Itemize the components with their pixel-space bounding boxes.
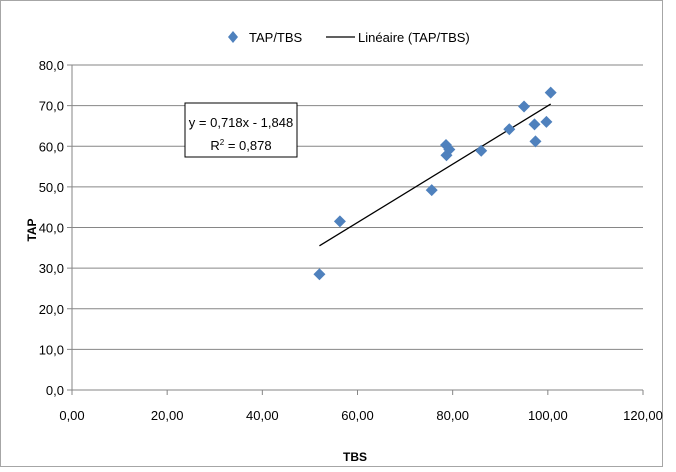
y-axis-title: TAP [25, 218, 39, 241]
annotation-box [184, 102, 298, 158]
x-tick-label: 0,00 [59, 408, 84, 423]
r2-value: = 0,878 [224, 138, 271, 153]
data-point [333, 215, 346, 228]
data-point [443, 143, 456, 156]
x-tick-label: 80,00 [436, 408, 469, 423]
legend: TAP/TBS Linéaire (TAP/TBS) [228, 30, 470, 45]
data-point [313, 268, 326, 281]
legend-trendline-label: Linéaire (TAP/TBS) [358, 30, 470, 45]
r2-superscript: 2 [220, 138, 225, 147]
data-point [425, 184, 438, 197]
data-point [544, 86, 557, 99]
y-tick-label: 60,0 [39, 139, 64, 154]
x-tick-label: 120,00 [623, 408, 663, 423]
chart-border [0, 0, 663, 467]
data-points [313, 86, 557, 281]
x-tick-labels: 0,00 20,00 40,00 60,00 80,00 100,00 120,00 [59, 408, 663, 423]
y-tick-label: 30,0 [39, 261, 64, 276]
x-tick-label: 20,00 [151, 408, 184, 423]
data-point [540, 115, 553, 128]
data-point [528, 118, 541, 131]
y-tick-label: 0,0 [46, 383, 64, 398]
y-tick-labels: 0,0 10,0 20,0 30,0 40,0 50,0 60,0 70,0 80,0 [39, 58, 64, 398]
r2-prefix: R [210, 138, 219, 153]
y-tick-label: 80,0 [39, 58, 64, 73]
y-tick-label: 20,0 [39, 302, 64, 317]
annotation-equation: y = 0,718x - 1,848 [189, 115, 293, 130]
regression-annotation: y = 0,718x - 1,848 R2 = 0,878 [184, 102, 298, 158]
data-point [529, 135, 542, 148]
data-point [518, 100, 531, 113]
data-point [503, 123, 516, 136]
x-axis-title: TBS [343, 450, 367, 464]
y-tick-label: 50,0 [39, 180, 64, 195]
x-tick-label: 60,00 [341, 408, 374, 423]
x-tick-label: 100,00 [528, 408, 568, 423]
axes [67, 64, 644, 395]
data-point [475, 144, 488, 157]
y-tick-label: 70,0 [39, 99, 64, 114]
annotation-r-squared: R2 = 0,878 [210, 138, 271, 153]
x-tick-label: 40,00 [246, 408, 279, 423]
legend-series-label: TAP/TBS [249, 30, 303, 45]
y-tick-label: 10,0 [39, 342, 64, 357]
y-tick-label: 40,0 [39, 221, 64, 236]
legend-diamond-marker [228, 31, 238, 43]
